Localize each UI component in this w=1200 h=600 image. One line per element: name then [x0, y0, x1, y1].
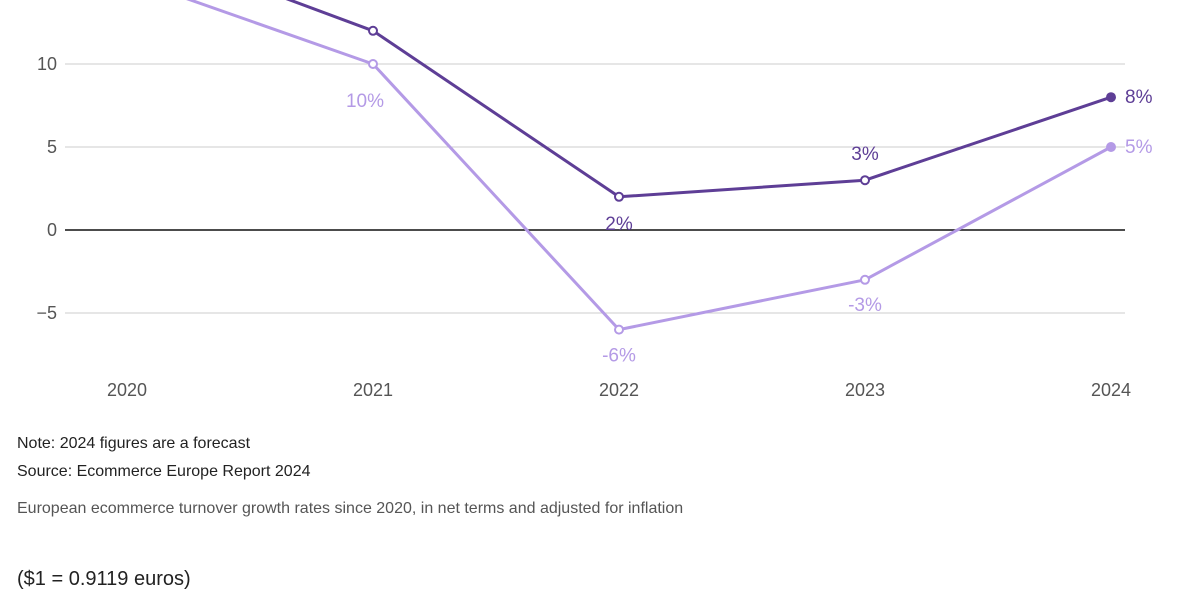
chart-source: Source: Ecommerce Europe Report 2024 — [17, 463, 311, 480]
x-tick-label: 2022 — [599, 380, 639, 400]
data-label: 3% — [851, 144, 879, 165]
data-label: 8% — [1125, 87, 1153, 108]
y-axis-ticks: 10 5 0 −5 — [36, 54, 57, 323]
data-point-marker — [368, 59, 378, 69]
x-tick-label: 2024 — [1091, 380, 1131, 400]
y-tick-label: 0 — [47, 220, 57, 240]
data-label: 2% — [605, 214, 633, 235]
y-tick-label: 5 — [47, 137, 57, 157]
y-tick-label: 10 — [37, 54, 57, 74]
data-point-marker — [614, 324, 624, 335]
x-tick-label: 2021 — [353, 380, 393, 400]
data-point-marker — [1106, 92, 1116, 103]
data-label: 5% — [1125, 137, 1153, 158]
chart-description: European ecommerce turnover growth rates… — [17, 500, 684, 517]
data-point-marker — [614, 191, 624, 202]
data-label: 10% — [346, 91, 384, 112]
data-point-marker — [860, 274, 870, 285]
series-line — [186, 0, 1113, 332]
x-tick-label: 2023 — [845, 380, 885, 400]
data-label: -6% — [602, 346, 636, 367]
data-label: -3% — [848, 295, 882, 316]
x-axis-ticks: 2020 2021 2022 2023 2024 — [107, 380, 1131, 400]
data-labels: 12%2%3%8%10%-6%-3%5% — [346, 87, 1153, 367]
data-point-marker — [368, 25, 378, 36]
data-point-marker — [1106, 142, 1116, 152]
y-tick-label: −5 — [36, 303, 57, 323]
data-point-marker — [860, 175, 870, 186]
exchange-rate-note: ($1 = 0.9119 euros) — [17, 568, 191, 590]
series-layer — [186, 0, 1116, 335]
gridlines — [65, 63, 1125, 314]
chart-note: Note: 2024 figures are a forecast — [17, 435, 251, 452]
x-tick-label: 2020 — [107, 380, 147, 400]
